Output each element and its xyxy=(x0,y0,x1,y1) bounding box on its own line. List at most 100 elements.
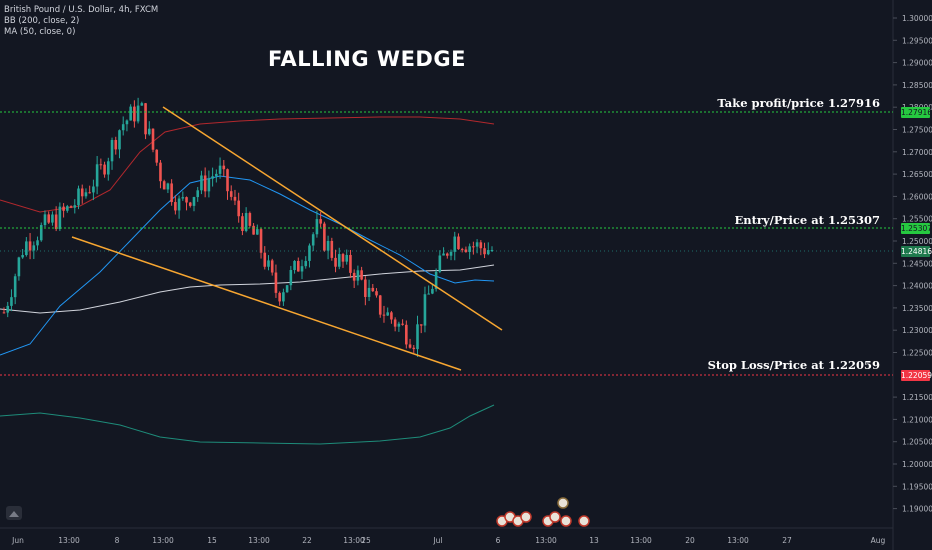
event-icons[interactable] xyxy=(496,497,590,527)
price-tick-label: 1.28500 xyxy=(902,81,932,90)
candle-body xyxy=(185,197,188,203)
candle-body xyxy=(114,139,118,150)
candle-body xyxy=(233,196,237,201)
candle-body xyxy=(256,229,259,235)
last-price-tag: 1.24816 xyxy=(901,246,932,257)
candle-body xyxy=(58,206,62,229)
candle-body xyxy=(442,253,445,256)
candle-body xyxy=(62,206,65,211)
candle-body xyxy=(10,297,13,306)
candle-body xyxy=(386,312,389,316)
candle-body xyxy=(419,324,423,326)
price-tick-label: 1.22500 xyxy=(902,349,932,358)
candle-body xyxy=(330,240,334,258)
entry-price-tag: 1.25307 xyxy=(901,223,932,234)
candle-body xyxy=(323,223,326,251)
candle-body xyxy=(39,225,43,241)
price-tick-label: 1.25500 xyxy=(902,215,932,224)
candle-body xyxy=(468,246,471,252)
candle-body xyxy=(270,260,274,273)
price-axis[interactable]: 1.300001.295001.290001.285001.280001.275… xyxy=(893,14,932,514)
candle-body xyxy=(125,120,129,125)
candle-body xyxy=(423,294,427,326)
bb-indicator-label[interactable]: BB (200, close, 2) xyxy=(4,16,80,26)
candle-body xyxy=(21,255,24,258)
candle-body xyxy=(412,347,416,350)
event-flag-icon[interactable] xyxy=(549,511,561,523)
candle-body xyxy=(17,257,21,277)
candle-body xyxy=(382,314,386,316)
candle-body xyxy=(28,241,32,251)
candle-body xyxy=(151,128,155,150)
time-tick-label: 22 xyxy=(302,536,312,545)
candle-body xyxy=(267,260,270,267)
time-tick-label: 13:00 xyxy=(152,536,174,545)
candle-body xyxy=(36,240,39,246)
candle-body xyxy=(103,164,106,175)
price-tick-label: 1.27000 xyxy=(902,148,932,157)
candle-body xyxy=(408,344,412,348)
candle-body xyxy=(110,139,114,162)
take-profit-price-tag: 1.27916 xyxy=(901,107,932,118)
event-flag-icon[interactable] xyxy=(520,511,532,523)
candle-body xyxy=(349,254,352,273)
candle-body xyxy=(84,192,88,197)
time-tick-label: Aug xyxy=(871,536,886,545)
candle-body xyxy=(438,255,442,272)
candle-body xyxy=(107,161,110,175)
candlesticks xyxy=(2,97,494,357)
candle-body xyxy=(282,292,285,302)
candle-body xyxy=(237,200,240,217)
candle-body xyxy=(192,197,196,206)
event-flag-icon[interactable] xyxy=(578,515,590,527)
candle-body xyxy=(401,323,404,325)
ma-indicator-label[interactable]: MA (50, close, 0) xyxy=(4,27,76,37)
price-tick-label: 1.29000 xyxy=(902,59,932,68)
candle-body xyxy=(378,295,382,315)
time-tick-label: 15 xyxy=(207,536,217,545)
candle-body xyxy=(6,305,10,313)
wedge-upper-trendline[interactable] xyxy=(162,106,503,331)
time-tick-label: 13:00 xyxy=(535,536,557,545)
candle-body xyxy=(405,324,408,345)
candle-body xyxy=(289,270,293,286)
candle-body xyxy=(159,162,162,182)
price-tick-label: 1.26000 xyxy=(902,192,932,201)
stop-loss-price-tag: 1.22059 xyxy=(901,370,932,381)
event-flag-icon[interactable] xyxy=(560,515,572,527)
event-flag-icon[interactable] xyxy=(557,497,569,509)
time-tick-label: 8 xyxy=(115,536,120,545)
time-tick-label: 13:00 xyxy=(248,536,270,545)
candle-body xyxy=(352,272,356,281)
bb-lower-band xyxy=(0,404,495,445)
bb-upper-band xyxy=(0,116,495,213)
candle-body xyxy=(95,164,99,187)
candle-body xyxy=(315,219,319,235)
candle-body xyxy=(367,287,371,297)
candle-body xyxy=(140,103,144,106)
wedge-lower-trendline[interactable] xyxy=(71,236,462,371)
time-tick-label: Jul xyxy=(432,536,442,545)
candle-body xyxy=(360,270,363,280)
price-tick-label: 1.20500 xyxy=(902,438,932,447)
time-tick-label: Jun xyxy=(11,536,24,545)
symbol-label[interactable]: British Pound / U.S. Dollar, 4h, FXCM xyxy=(4,5,159,15)
candle-body xyxy=(2,312,6,314)
candle-body xyxy=(390,312,393,320)
candle-body xyxy=(311,234,315,246)
candle-body xyxy=(121,124,125,131)
candle-body xyxy=(486,250,490,255)
candle-body xyxy=(375,291,378,296)
candle-body xyxy=(166,183,170,190)
candle-body xyxy=(99,164,103,166)
candle-body xyxy=(43,214,47,226)
time-tick-label: 6 xyxy=(496,536,501,545)
candle-body xyxy=(118,130,121,150)
candle-body xyxy=(397,323,401,327)
candle-body xyxy=(133,106,136,122)
candle-body xyxy=(144,103,147,135)
tradingview-logo-icon[interactable] xyxy=(6,506,22,520)
candle-body xyxy=(460,249,464,251)
